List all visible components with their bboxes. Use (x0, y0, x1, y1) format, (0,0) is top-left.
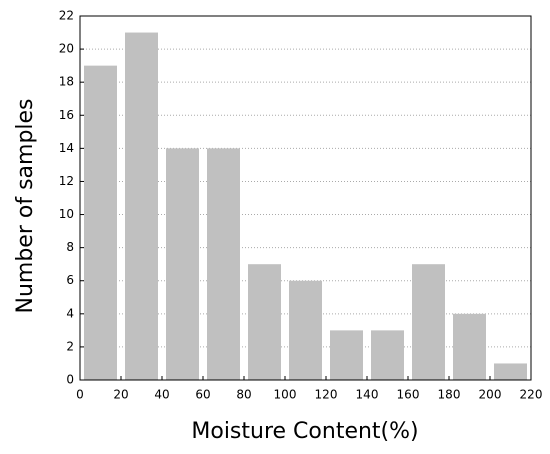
plot-frame (79, 15, 532, 381)
y-tick-label: 2 (66, 339, 74, 353)
bar (453, 313, 486, 380)
bar (289, 280, 322, 380)
bar (330, 330, 363, 380)
y-tick-label: 4 (66, 306, 74, 320)
x-tick-label: 220 (520, 388, 543, 402)
y-tick-label: 0 (66, 373, 74, 387)
bar (207, 148, 240, 380)
x-tick-label: 140 (356, 388, 379, 402)
bar (248, 264, 281, 380)
x-tick-label: 200 (479, 388, 502, 402)
x-tick-label: 20 (113, 388, 128, 402)
x-tick-label: 180 (438, 388, 461, 402)
y-tick-label: 10 (59, 207, 74, 221)
x-tick-label: 0 (76, 388, 84, 402)
x-tick-label: 40 (154, 388, 169, 402)
bar (412, 264, 445, 380)
x-tick-label: 100 (274, 388, 297, 402)
bar (125, 32, 158, 380)
bar (371, 330, 404, 380)
y-tick-label: 12 (59, 174, 74, 188)
y-tick-label: 16 (59, 108, 74, 122)
x-axis-title: Moisture Content(%) (191, 419, 418, 444)
x-tick-label: 160 (397, 388, 420, 402)
y-tick-label: 20 (59, 42, 74, 56)
x-tick-label: 80 (236, 388, 251, 402)
y-tick-label: 22 (59, 9, 74, 23)
x-tick-label: 60 (195, 388, 210, 402)
y-axis-title: Number of samples (13, 98, 38, 313)
y-tick-label: 8 (66, 240, 74, 254)
y-tick-label: 18 (59, 75, 74, 89)
y-tick-label: 6 (66, 273, 74, 287)
bar (494, 363, 527, 380)
x-tick-label: 120 (315, 388, 338, 402)
bar (84, 65, 117, 381)
bar (166, 148, 199, 380)
y-tick-label: 14 (59, 141, 74, 155)
